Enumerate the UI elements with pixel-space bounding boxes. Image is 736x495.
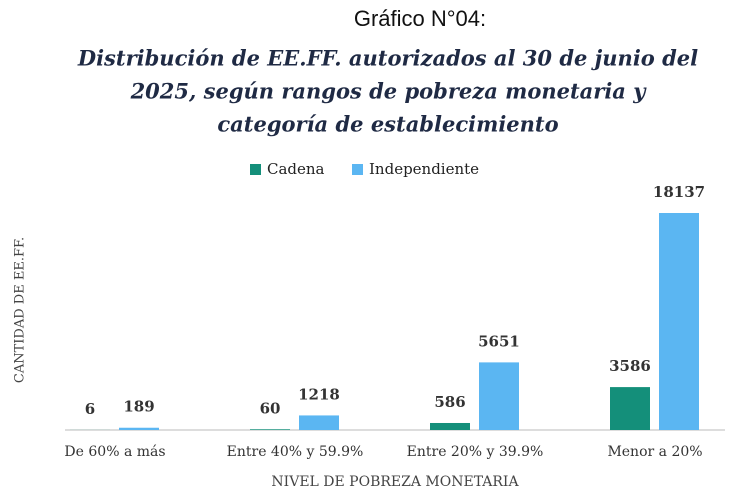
data-label: 18137 (653, 183, 705, 201)
bar (430, 422, 470, 430)
bar (479, 362, 519, 430)
data-label: 1218 (298, 385, 340, 403)
legend-label: Independiente (369, 160, 479, 178)
bar (250, 429, 290, 430)
bar (610, 387, 650, 430)
y-axis-title: CANTIDAD DE EE.FF. (13, 237, 28, 383)
data-label: 586 (434, 393, 465, 411)
data-label: 189 (123, 398, 154, 416)
x-axis-title: NIVEL DE POBREZA MONETARIA (271, 474, 519, 490)
x-tick-label: Menor a 20% (607, 444, 702, 460)
data-label: 3586 (609, 357, 651, 375)
legend-swatch (250, 164, 261, 175)
x-tick-label: De 60% a más (64, 444, 165, 460)
data-label: 5651 (478, 332, 520, 350)
bar (659, 213, 699, 430)
chart-subtitle: 2025, según rangos de pobreza monetaria … (130, 79, 648, 104)
bar (119, 427, 159, 430)
chart-title: Gráfico N°04: (354, 6, 486, 31)
data-label: 60 (260, 399, 281, 417)
chart-subtitle: categoría de establecimiento (217, 112, 558, 137)
bar (299, 415, 339, 430)
x-tick-label: Entre 20% y 39.9% (407, 444, 544, 460)
x-tick-label: Entre 40% y 59.9% (227, 444, 364, 460)
data-label: 6 (85, 400, 95, 418)
chart-subtitle: Distribución de EE.FF. autorizados al 30… (77, 46, 698, 71)
legend-label: Cadena (267, 160, 325, 178)
legend-swatch (352, 164, 363, 175)
